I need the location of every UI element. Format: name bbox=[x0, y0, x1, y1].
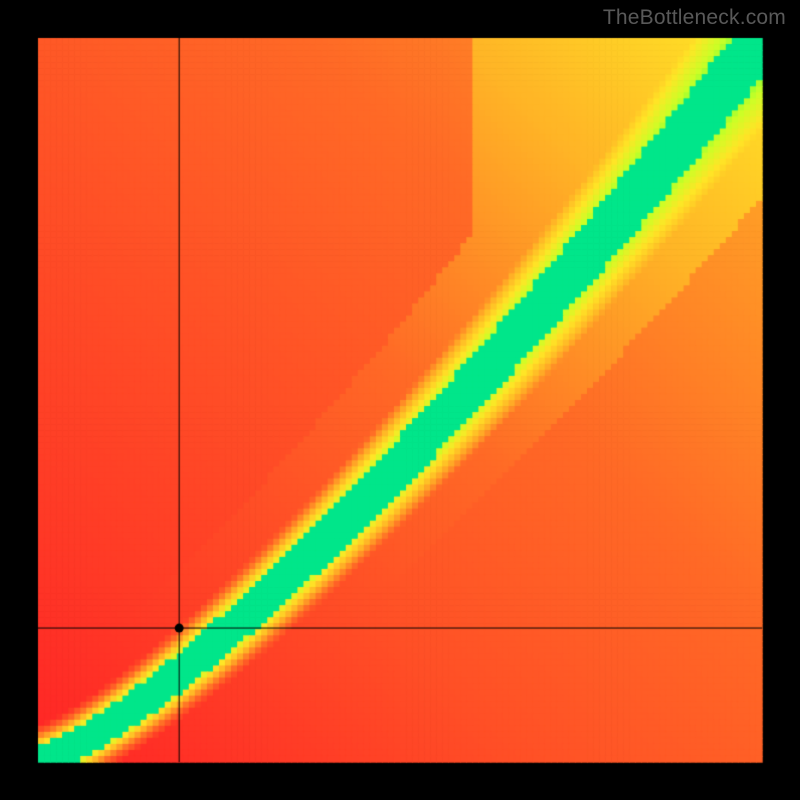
watermark-text: TheBottleneck.com bbox=[603, 6, 786, 30]
bottleneck-heatmap-canvas bbox=[0, 0, 800, 800]
chart-container: TheBottleneck.com bbox=[0, 0, 800, 800]
